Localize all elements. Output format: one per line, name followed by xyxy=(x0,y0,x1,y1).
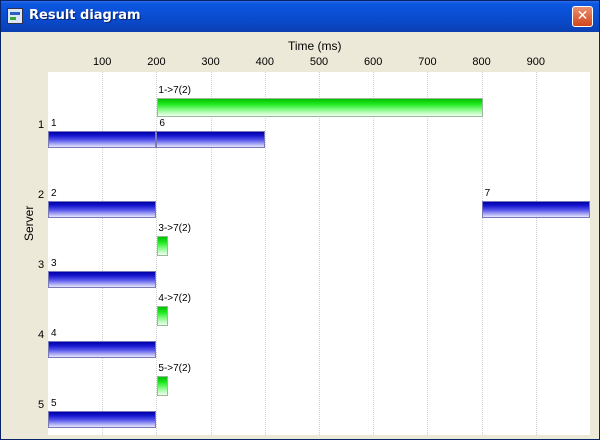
title-bar[interactable]: Result diagram ✕ xyxy=(1,1,599,32)
x-tick-label: 800 xyxy=(472,56,491,68)
app-icon xyxy=(7,8,23,24)
transfer-label: 4->7(2) xyxy=(158,293,191,304)
close-button[interactable]: ✕ xyxy=(572,6,593,27)
gridline xyxy=(210,72,212,435)
gridline xyxy=(319,72,320,435)
gridline xyxy=(373,72,375,435)
server-label: 3 xyxy=(38,259,45,271)
task-label: 4 xyxy=(51,328,57,339)
window-title: Result diagram xyxy=(29,8,141,23)
x-tick-label: 100 xyxy=(93,56,112,68)
x-tick-label: 200 xyxy=(147,56,166,68)
gridline xyxy=(481,72,483,435)
transfer-bar[interactable] xyxy=(157,376,169,396)
transfer-label: 1->7(2) xyxy=(158,85,191,96)
gridline xyxy=(156,72,158,435)
task-bar[interactable] xyxy=(481,201,590,218)
task-bar[interactable] xyxy=(48,411,157,428)
x-tick-label: 300 xyxy=(201,56,220,68)
task-bar[interactable] xyxy=(48,131,157,148)
x-tick-label: 900 xyxy=(526,56,545,68)
task-label: 3 xyxy=(51,258,57,269)
task-label: 7 xyxy=(484,188,491,199)
gridline xyxy=(102,72,104,435)
task-bar[interactable] xyxy=(48,341,157,358)
x-tick-label: 700 xyxy=(418,56,437,68)
task-bar[interactable] xyxy=(48,271,157,288)
server-label: 5 xyxy=(38,399,45,411)
x-tick-label: 500 xyxy=(309,56,329,68)
task-bar[interactable] xyxy=(48,201,157,218)
transfer-bar[interactable] xyxy=(157,98,483,117)
server-label: 2 xyxy=(38,189,45,201)
task-label: 2 xyxy=(51,188,57,199)
task-bar[interactable] xyxy=(156,131,265,148)
server-label: 4 xyxy=(38,329,45,341)
y-axis-label: Server xyxy=(22,205,36,241)
gridline xyxy=(264,72,266,435)
gridline xyxy=(535,72,537,435)
server-label: 1 xyxy=(38,119,45,131)
x-tick-label: 400 xyxy=(255,56,274,68)
transfer-bar[interactable] xyxy=(157,236,169,256)
transfer-label: 3->7(2) xyxy=(158,223,191,234)
task-label: 1 xyxy=(51,118,57,129)
gantt-plot-area: 1 6 2 7 3 4 5 1->7(2) 3->7(2) 4->7(2) 5->7(2) xyxy=(48,72,590,435)
transfer-bar[interactable] xyxy=(157,306,169,326)
x-axis-label: Time (ms) xyxy=(288,39,342,53)
task-label: 6 xyxy=(159,118,165,129)
transfer-label: 5->7(2) xyxy=(158,363,191,374)
task-label: 5 xyxy=(51,398,57,409)
x-tick-label: 600 xyxy=(364,56,383,68)
gridline xyxy=(427,72,429,435)
